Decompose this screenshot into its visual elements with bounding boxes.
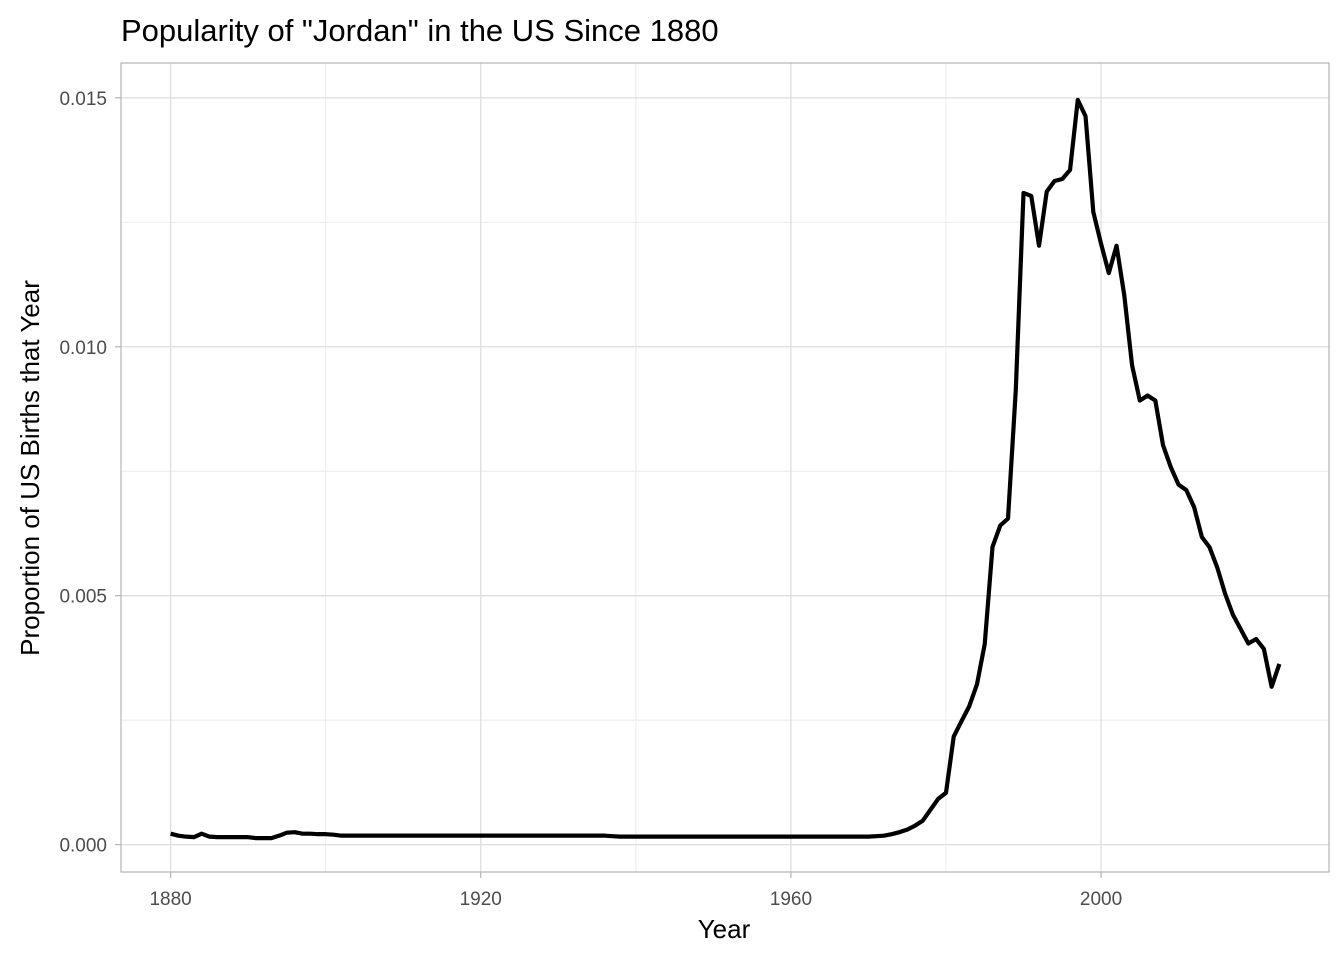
x-tick-label: 2000: [1080, 889, 1122, 910]
y-axis-title: Proportion of US Births that Year: [15, 280, 45, 656]
y-tick-label: 0.005: [59, 587, 107, 608]
x-axis-ticks: [170, 872, 1102, 878]
chart-title: Popularity of "Jordan" in the US Since 1…: [121, 13, 719, 48]
x-tick-label: 1880: [149, 889, 191, 910]
series-line-jordan: [170, 97, 1282, 841]
y-axis-ticks: [115, 97, 121, 846]
major-gridlines: [121, 63, 1329, 872]
minor-gridlines: [121, 63, 1329, 872]
x-tick-label: 1960: [770, 889, 812, 910]
y-axis-tick-labels: 0.000 0.005 0.010 0.015: [59, 89, 107, 857]
plot-panel: [121, 63, 1329, 872]
y-tick-label: 0.000: [59, 836, 107, 857]
plot-panel-border: [120, 62, 1330, 873]
y-tick-label: 0.010: [59, 338, 107, 359]
x-axis-tick-labels: 1880 1920 1960 2000: [149, 889, 1122, 910]
y-tick-label: 0.015: [59, 89, 107, 110]
x-tick-label: 1920: [460, 889, 502, 910]
x-axis-title: Year: [698, 914, 751, 944]
